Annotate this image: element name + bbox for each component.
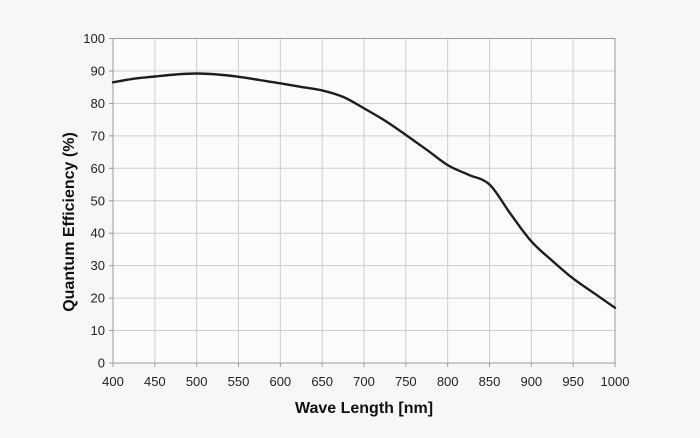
x-tick-label: 450: [144, 374, 166, 389]
x-tick-label: 600: [269, 374, 291, 389]
x-tick-label: 650: [311, 374, 333, 389]
x-tick-label: 950: [562, 374, 584, 389]
x-tick-label: 550: [228, 374, 250, 389]
y-tick-label: 40: [91, 226, 105, 241]
y-tick-label: 80: [91, 96, 105, 111]
x-tick-label: 1000: [601, 374, 630, 389]
qe-curve: [111, 72, 617, 309]
y-tick-label: 70: [91, 128, 105, 143]
y-tick-label: 10: [91, 323, 105, 338]
y-tick-label: 60: [91, 161, 105, 176]
x-tick-label: 800: [437, 374, 459, 389]
y-tick-label: 30: [91, 258, 105, 273]
x-tick-label: 900: [520, 374, 542, 389]
x-tick-label: 750: [395, 374, 417, 389]
x-tick-label: 700: [353, 374, 375, 389]
x-axis-title: Wave Length [nm]: [294, 400, 434, 417]
y-tick-label: 20: [91, 291, 105, 306]
x-tick-label: 500: [186, 374, 208, 389]
y-tick-label: 100: [83, 31, 105, 46]
y-axis-title: Quantum Efficiency (%): [61, 132, 78, 312]
plot-border: [112, 38, 616, 364]
y-tick-label: 50: [91, 193, 105, 208]
y-tick-label: 90: [91, 63, 105, 78]
x-tick-label: 400: [102, 374, 124, 389]
y-tick-label: 0: [98, 356, 105, 371]
x-tick-label: 850: [479, 374, 501, 389]
